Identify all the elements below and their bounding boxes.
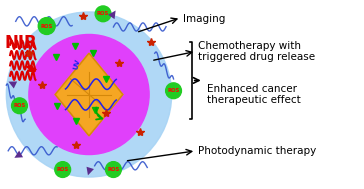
Text: ROS: ROS bbox=[56, 167, 69, 172]
Circle shape bbox=[12, 98, 27, 114]
Text: Chemotherapy with
triggered drug release: Chemotherapy with triggered drug release bbox=[198, 41, 315, 62]
Circle shape bbox=[95, 6, 111, 22]
Text: ROS: ROS bbox=[41, 23, 53, 29]
Polygon shape bbox=[55, 53, 123, 136]
Text: ROS: ROS bbox=[97, 11, 109, 16]
Text: ROS: ROS bbox=[13, 103, 25, 108]
Text: Imaging: Imaging bbox=[183, 14, 225, 24]
Text: Photodynamic therapy: Photodynamic therapy bbox=[198, 146, 316, 156]
Circle shape bbox=[29, 34, 149, 155]
Text: UV: UV bbox=[72, 58, 81, 70]
Text: ROS: ROS bbox=[167, 88, 180, 93]
Circle shape bbox=[38, 18, 55, 34]
Circle shape bbox=[166, 83, 181, 99]
Text: ROS: ROS bbox=[107, 167, 119, 172]
Circle shape bbox=[55, 162, 71, 177]
Text: NIR: NIR bbox=[4, 34, 37, 52]
Text: Enhanced cancer
therapeutic effect: Enhanced cancer therapeutic effect bbox=[207, 84, 301, 105]
Circle shape bbox=[106, 162, 121, 177]
Circle shape bbox=[6, 12, 172, 177]
